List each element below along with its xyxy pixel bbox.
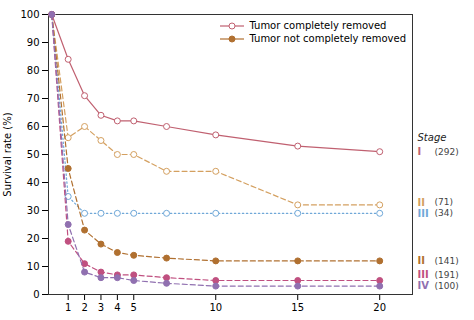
svg-text:(100): (100) xyxy=(435,281,459,291)
svg-text:1: 1 xyxy=(65,302,71,313)
svg-text:70: 70 xyxy=(27,93,40,104)
svg-text:30: 30 xyxy=(27,205,40,216)
svg-text:2: 2 xyxy=(81,302,87,313)
svg-text:20: 20 xyxy=(27,233,40,244)
svg-text:(292): (292) xyxy=(435,147,459,157)
svg-text:15: 15 xyxy=(291,302,304,313)
svg-text:III: III xyxy=(418,269,429,280)
svg-text:10: 10 xyxy=(209,302,222,313)
svg-text:III: III xyxy=(418,208,429,219)
svg-text:50: 50 xyxy=(27,149,40,160)
svg-text:5: 5 xyxy=(131,302,137,313)
svg-text:II: II xyxy=(418,196,425,207)
svg-text:40: 40 xyxy=(27,177,40,188)
html-text:Tumor completely removed: Tumor completely removed xyxy=(249,20,387,31)
svg-text:3: 3 xyxy=(98,302,104,313)
svg-text:60: 60 xyxy=(27,121,40,132)
html-text:Tumor not completely removed: Tumor not completely removed xyxy=(249,33,406,44)
svg-text:Stage: Stage xyxy=(418,132,447,143)
svg-text:100: 100 xyxy=(20,9,39,20)
svg-text:(191): (191) xyxy=(435,270,459,280)
svg-text:80: 80 xyxy=(27,65,40,76)
svg-text:0: 0 xyxy=(33,289,39,300)
svg-text:10: 10 xyxy=(27,261,40,272)
svg-text:20: 20 xyxy=(373,302,386,313)
svg-text:4: 4 xyxy=(114,302,120,313)
svg-text:(141): (141) xyxy=(435,256,459,266)
svg-text:(71): (71) xyxy=(435,197,453,207)
svg-text:I: I xyxy=(418,146,422,157)
svg-text:II: II xyxy=(418,255,425,266)
svg-text:Survival rate (%): Survival rate (%) xyxy=(2,112,13,196)
svg-text:90: 90 xyxy=(27,37,40,48)
svg-text:IV: IV xyxy=(418,280,430,291)
svg-text:(34): (34) xyxy=(435,208,453,218)
